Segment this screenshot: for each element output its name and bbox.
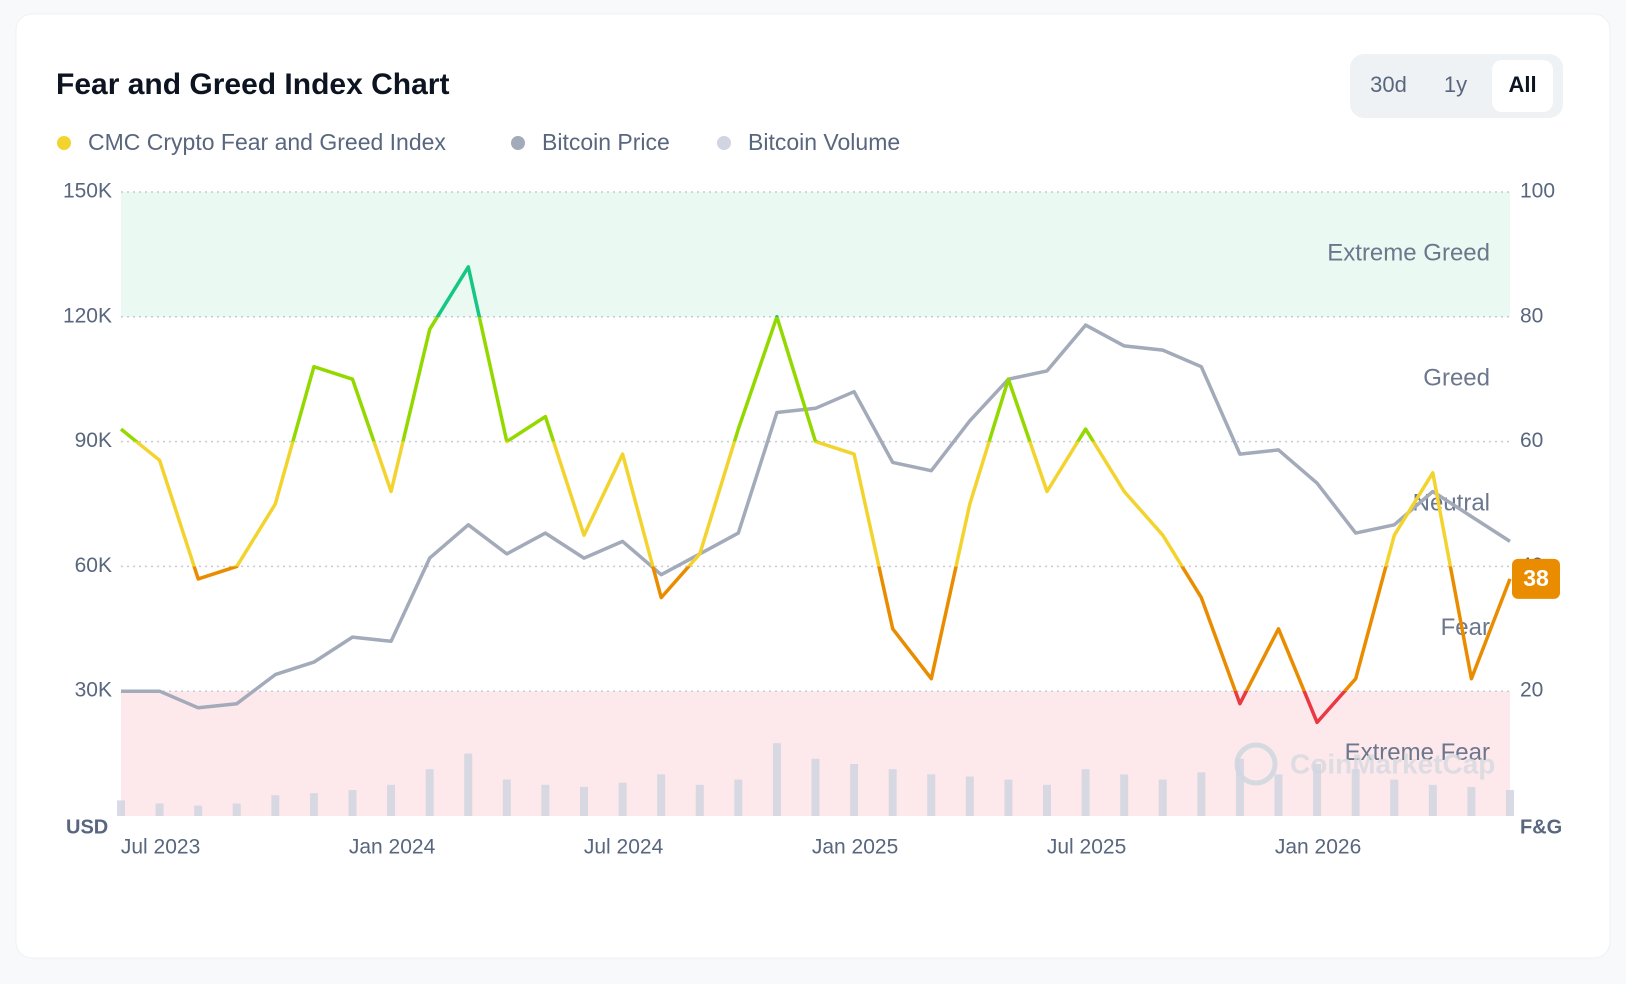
- button-active-bg: [1492, 60, 1553, 112]
- y2-tick-label: 20: [1520, 679, 1543, 702]
- series-line: [121, 323, 1511, 710]
- volume-bar: [1274, 774, 1283, 816]
- volume-bar: [850, 764, 859, 816]
- current-badge: [1512, 558, 1560, 599]
- volume-bar: [1351, 769, 1360, 816]
- volume-bar: [772, 743, 781, 816]
- volume-bar: [464, 753, 473, 816]
- y-tick-label: 90K: [75, 429, 112, 452]
- volume-bar: [657, 774, 666, 816]
- legend-marker: [57, 136, 71, 150]
- volume-bar: [1235, 758, 1244, 816]
- volume-bar: [1081, 769, 1090, 816]
- volume-bar: [618, 782, 627, 816]
- volume-bar: [1158, 779, 1167, 816]
- volume-bar: [1506, 790, 1514, 816]
- volume-bar: [194, 805, 203, 816]
- y-tick-label: 30K: [75, 679, 112, 702]
- y2-tick-label: 60: [1520, 429, 1543, 452]
- zone-label: Extreme Greed: [1327, 240, 1490, 267]
- volume-bar: [1390, 779, 1399, 816]
- zone-label: Fear: [1441, 614, 1490, 641]
- volume-bar: [734, 779, 743, 816]
- legend-label: Bitcoin Volume: [748, 129, 900, 155]
- volume-bar: [502, 779, 511, 816]
- card: [15, 13, 1611, 959]
- volume-bar: [425, 769, 434, 816]
- x-tick-label: Jul 2023: [121, 836, 200, 859]
- watermark: CoinMarketCap: [1290, 748, 1495, 779]
- volume-bar: [271, 795, 280, 816]
- y2-axis-label: F&G: [1520, 816, 1562, 838]
- range-button[interactable]: 1y: [1444, 72, 1467, 97]
- volume-bar: [1428, 784, 1437, 816]
- y-tick-label: 60K: [75, 554, 112, 577]
- y-axis-label: USD: [66, 816, 108, 838]
- volume-bar: [309, 793, 318, 816]
- legend-label: Bitcoin Price: [542, 129, 670, 155]
- x-tick-label: Jul 2025: [1047, 836, 1126, 859]
- volume-bar: [117, 800, 125, 816]
- zone-label: Extreme Fear: [1345, 739, 1490, 766]
- x-tick-label: Jan 2026: [1275, 836, 1361, 859]
- volume-bar: [811, 758, 820, 816]
- volume-bar: [1313, 764, 1322, 816]
- zone-label: Greed: [1423, 365, 1490, 392]
- volume-bar: [1120, 774, 1129, 816]
- legend-marker: [511, 136, 525, 150]
- volume-bar: [1043, 784, 1051, 816]
- volume-bar: [695, 784, 704, 816]
- y2-tick-label: 80: [1520, 304, 1543, 327]
- volume-bar: [348, 790, 357, 816]
- volume-bar: [155, 803, 164, 816]
- x-tick-label: Jan 2025: [812, 836, 898, 859]
- volume-bar: [387, 784, 396, 816]
- range-button[interactable]: All: [1508, 72, 1536, 97]
- series-line: [119, 265, 1512, 725]
- legend-marker: [717, 136, 731, 150]
- y-tick-label: 150K: [63, 180, 112, 203]
- volume-bar: [965, 776, 974, 816]
- volume-bar: [541, 784, 550, 816]
- volume-bar: [1197, 772, 1206, 816]
- chart-title: Fear and Greed Index Chart: [56, 68, 449, 101]
- volume-bar: [232, 803, 241, 816]
- volume-bar: [888, 769, 897, 816]
- x-tick-label: Jul 2024: [584, 836, 664, 859]
- range-button[interactable]: 30d: [1370, 72, 1407, 97]
- volume-bar: [1467, 786, 1476, 816]
- y2-tick-label: 100: [1520, 180, 1555, 203]
- volume-bar: [1004, 779, 1013, 816]
- legend-label: CMC Crypto Fear and Greed Index: [88, 129, 446, 155]
- zone-band: [121, 192, 1510, 317]
- y-tick-label: 120K: [63, 304, 112, 327]
- volume-bar: [927, 774, 936, 816]
- volume-bar: [580, 786, 588, 816]
- current-value: 38: [1523, 565, 1549, 591]
- x-tick-label: Jan 2024: [349, 836, 436, 859]
